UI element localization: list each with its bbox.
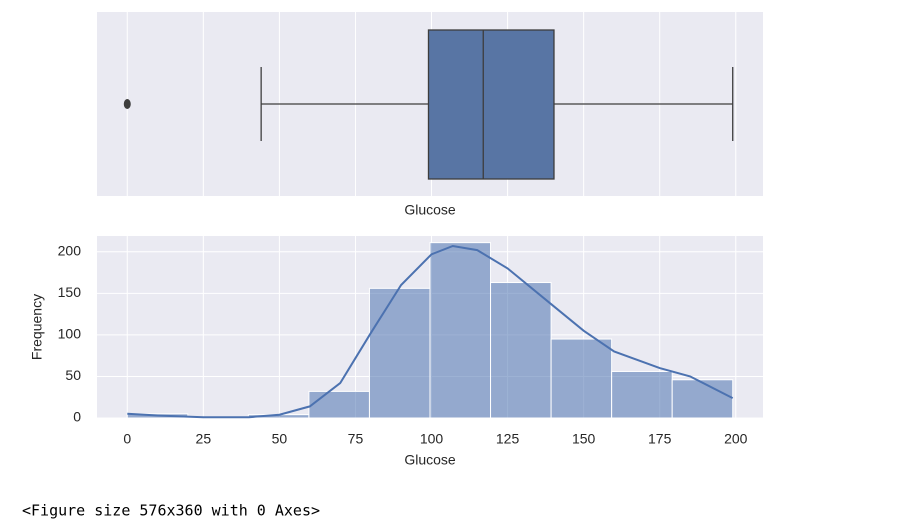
histogram-bar bbox=[308, 390, 370, 419]
histogram-bar bbox=[671, 379, 734, 419]
x-tick-label: 0 bbox=[123, 431, 131, 447]
x-tick-label: 50 bbox=[272, 431, 288, 447]
x-tick-label: 75 bbox=[348, 431, 364, 447]
outlier bbox=[123, 99, 131, 109]
x-tick-label: 125 bbox=[496, 431, 520, 447]
figure-note: <Figure size 576x360 with 0 Axes> bbox=[22, 502, 320, 520]
y-tick-label: 0 bbox=[73, 409, 81, 425]
x-axis-label: Glucose bbox=[404, 452, 456, 468]
y-axis-label: Frequency bbox=[29, 294, 45, 360]
x-tick-label: 175 bbox=[648, 431, 672, 447]
histogram-bar bbox=[429, 242, 492, 419]
x-tick-label: 150 bbox=[572, 431, 596, 447]
y-tick-label: 50 bbox=[65, 367, 81, 383]
histogram-bar bbox=[550, 338, 613, 419]
histogram-bar bbox=[490, 282, 552, 419]
x-tick-label: 100 bbox=[420, 431, 444, 447]
histogram-bar bbox=[611, 370, 673, 419]
x-axis-label: Glucose bbox=[404, 202, 456, 218]
y-tick-label: 150 bbox=[58, 284, 82, 300]
x-tick-label: 200 bbox=[724, 431, 748, 447]
kde-line bbox=[127, 244, 734, 419]
x-tick-label: 25 bbox=[196, 431, 212, 447]
y-tick-label: 100 bbox=[58, 326, 82, 342]
box bbox=[427, 29, 555, 180]
histogram-bar bbox=[368, 287, 431, 419]
y-tick-label: 200 bbox=[58, 242, 82, 258]
